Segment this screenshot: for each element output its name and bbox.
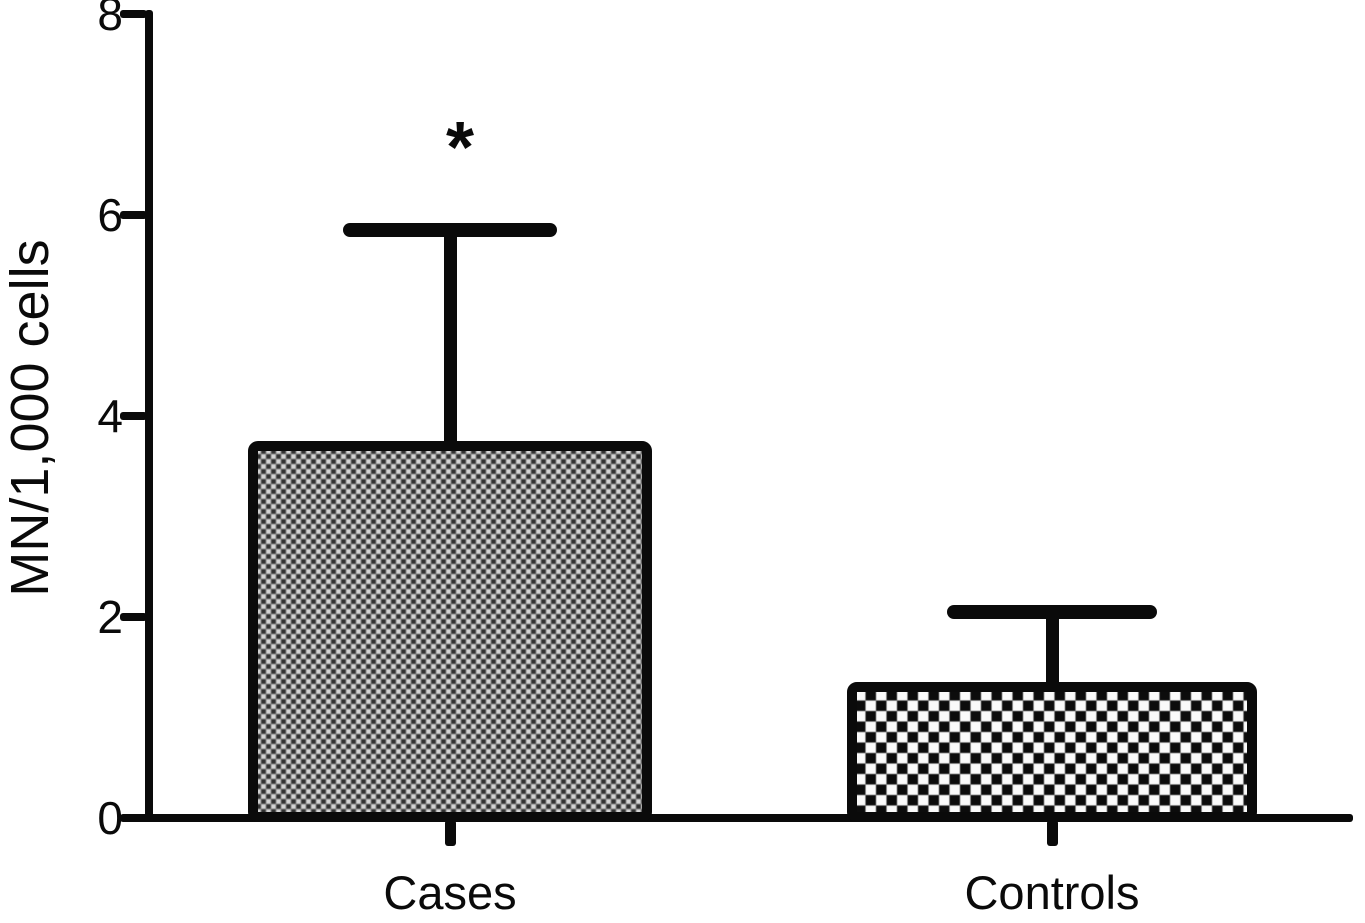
y-tick-label: 4 <box>97 390 123 442</box>
y-axis-tick <box>120 211 147 219</box>
bar-controls <box>847 682 1257 822</box>
y-tick-label: 6 <box>97 189 123 241</box>
y-tick-label: 2 <box>97 591 123 643</box>
y-axis-tick <box>120 412 147 420</box>
error-bar-cap <box>947 605 1157 619</box>
bar-fill-pattern <box>258 451 642 812</box>
error-bar-cap <box>343 223 557 237</box>
x-tick-label-cases: Cases <box>383 866 517 919</box>
significance-asterisk: * <box>445 108 475 188</box>
x-axis-tick <box>1047 820 1058 846</box>
y-tick-label: 0 <box>97 792 123 844</box>
bar-cases <box>248 441 652 822</box>
x-tick-label-controls: Controls <box>964 866 1140 919</box>
y-axis-tick <box>120 814 147 822</box>
y-axis-line <box>145 10 153 822</box>
error-bar-line <box>1046 612 1059 691</box>
y-axis-tick <box>120 10 147 18</box>
bar-fill-pattern <box>857 692 1247 812</box>
y-tick-label: 8 <box>97 0 123 40</box>
y-axis-tick <box>120 613 147 621</box>
x-axis-line <box>123 814 1353 822</box>
error-bar-line <box>444 230 457 450</box>
x-axis-tick <box>445 820 456 846</box>
